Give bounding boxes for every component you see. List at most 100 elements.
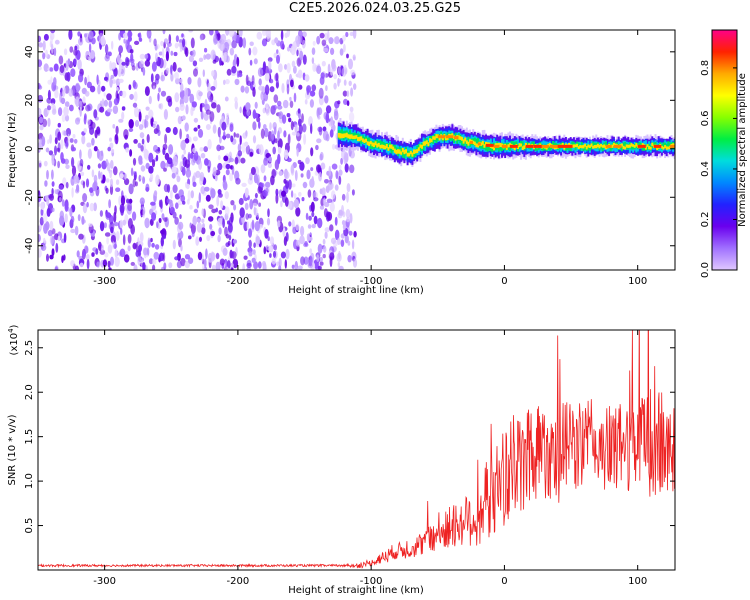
noise-blob — [58, 184, 64, 190]
noise-blob — [189, 93, 195, 104]
noise-blob — [231, 251, 237, 260]
noise-blob — [235, 133, 240, 138]
noise-blob — [132, 178, 136, 188]
noise-blob — [150, 201, 156, 206]
noise-blob — [324, 179, 329, 184]
noise-blob — [212, 166, 217, 177]
noise-blob — [176, 260, 182, 269]
noise-blob — [267, 236, 270, 242]
noise-blob — [144, 217, 150, 229]
noise-blob — [266, 217, 271, 226]
noise-blob — [324, 231, 328, 239]
noise-blob — [183, 149, 186, 155]
noise-blob — [116, 54, 121, 64]
noise-blob — [127, 201, 132, 212]
noise-blob — [225, 112, 230, 119]
noise-blob — [82, 193, 88, 203]
x-tick-label: 0 — [501, 576, 507, 587]
noise-blob — [103, 99, 109, 107]
signal-track-cell — [390, 144, 393, 149]
noise-blob — [54, 89, 59, 99]
noise-blob — [193, 117, 199, 123]
noise-blob — [40, 244, 47, 252]
signal-track-cell — [360, 137, 363, 144]
noise-blob — [349, 106, 354, 113]
noise-blob — [57, 131, 62, 141]
noise-blob — [39, 124, 44, 131]
noise-blob — [60, 158, 66, 164]
x-tick-label: -100 — [360, 276, 383, 287]
noise-blob — [192, 215, 197, 226]
noise-blob — [346, 100, 350, 107]
noise-blob — [216, 195, 220, 207]
signal-track-cell — [635, 143, 638, 147]
noise-blob — [176, 175, 181, 183]
noise-blob — [319, 76, 325, 85]
noise-blob — [218, 210, 223, 215]
y-tick-label: -20 — [24, 189, 35, 205]
signal-track-cell — [347, 134, 350, 139]
noise-blob — [329, 224, 334, 232]
noise-blob — [54, 266, 58, 270]
noise-blob — [285, 248, 290, 260]
noise-blob — [258, 144, 264, 156]
noise-blob — [112, 105, 119, 114]
noise-blob — [142, 67, 146, 76]
noise-blob — [225, 169, 230, 176]
noise-blob — [342, 90, 348, 97]
noise-blob — [137, 237, 140, 246]
noise-blob — [200, 110, 204, 120]
noise-blob — [313, 215, 318, 225]
noise-blob — [329, 252, 335, 261]
noise-blob — [38, 116, 44, 124]
noise-blob — [64, 213, 68, 223]
noise-blob — [331, 64, 337, 72]
signal-track-cell — [643, 145, 646, 151]
noise-blob — [353, 83, 357, 90]
noise-blob — [170, 72, 174, 82]
noise-blob — [82, 96, 86, 104]
noise-blob — [118, 78, 124, 83]
noise-blob — [177, 115, 182, 125]
noise-blob — [262, 190, 268, 197]
signal-track-cell — [421, 144, 423, 149]
signal-track-cell — [585, 146, 588, 150]
noise-blob — [53, 63, 59, 72]
noise-blob — [287, 133, 291, 145]
noise-blob — [153, 190, 158, 197]
signal-track-cell — [464, 137, 467, 142]
signal-track-cell — [662, 146, 665, 150]
noise-blob — [217, 154, 221, 161]
noise-blob — [105, 178, 110, 183]
signal-track-cell — [384, 145, 387, 150]
noise-blob — [49, 235, 55, 245]
noise-blob — [316, 254, 320, 262]
noise-blob — [195, 236, 200, 246]
noise-blob — [109, 221, 115, 231]
signal-track-cell — [438, 136, 441, 141]
signal-track-cell — [467, 137, 470, 144]
noise-blob — [294, 124, 298, 134]
noise-blob — [283, 149, 289, 160]
signal-track-cell — [345, 132, 348, 138]
noise-blob — [297, 265, 303, 270]
noise-blob — [84, 54, 89, 59]
signal-track-cell — [641, 143, 644, 147]
signal-track-cell — [373, 142, 375, 148]
noise-blob — [280, 251, 286, 259]
noise-blob — [217, 126, 221, 138]
noise-blob — [128, 119, 134, 129]
noise-blob — [301, 197, 305, 202]
signal-peak-mark — [485, 143, 494, 147]
noise-blob — [85, 178, 90, 188]
signal-track-cell — [355, 135, 358, 139]
noise-blob — [269, 86, 275, 93]
signal-track-cell — [427, 142, 430, 147]
noise-blob — [308, 215, 312, 221]
noise-blob — [298, 124, 303, 135]
signal-track-cell — [505, 146, 508, 150]
noise-blob — [104, 54, 110, 62]
noise-blob — [182, 38, 186, 48]
signal-track-cell — [403, 149, 406, 155]
noise-blob — [179, 82, 184, 92]
